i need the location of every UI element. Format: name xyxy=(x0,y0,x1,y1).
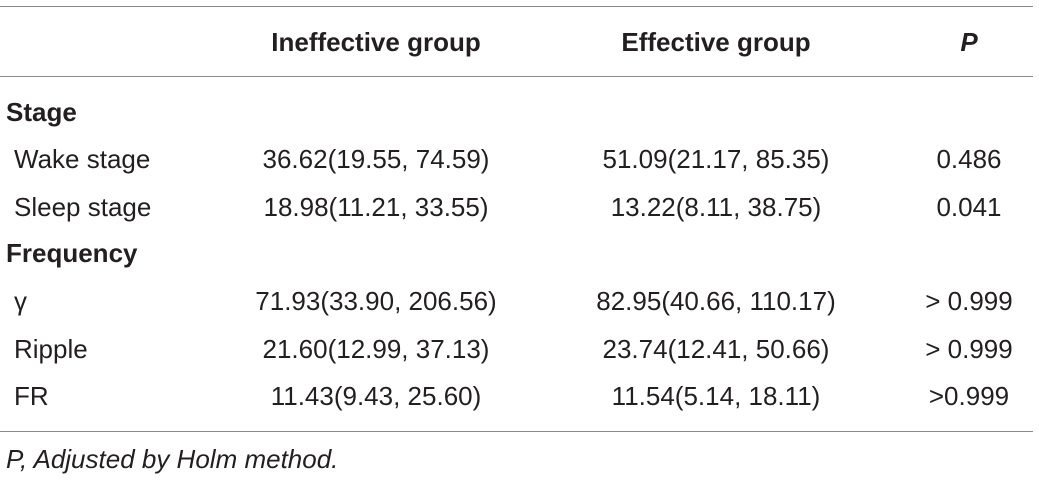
cell-effective: 11.54(5.14, 18.11) xyxy=(611,381,821,411)
row-label: FR xyxy=(14,381,49,411)
table-bottom-rule xyxy=(0,431,1033,432)
header-p-value: P xyxy=(960,27,978,57)
cell-ineffective: 18.98(11.21, 33.55) xyxy=(263,192,489,222)
cell-effective: 13.22(8.11, 38.75) xyxy=(610,192,822,222)
cell-ineffective: 36.62(19.55, 74.59) xyxy=(262,144,490,174)
row-label: Wake stage xyxy=(14,144,151,174)
section-title-frequency: Frequency xyxy=(6,238,138,268)
cell-effective: 23.74(12.41, 50.66) xyxy=(602,334,830,364)
table-top-rule xyxy=(0,6,1033,7)
cell-effective: 51.09(21.17, 85.35) xyxy=(602,144,830,174)
header-ineffective-group: Ineffective group xyxy=(271,27,481,57)
cell-p-value: > 0.999 xyxy=(925,286,1013,316)
cell-p-value: >0.999 xyxy=(928,381,1010,411)
cell-p-value: > 0.999 xyxy=(925,334,1013,364)
table-header-rule xyxy=(0,76,1033,77)
row-label: Ripple xyxy=(14,334,88,364)
header-effective-group: Effective group xyxy=(621,27,811,57)
cell-effective: 82.95(40.66, 110.17) xyxy=(596,286,836,316)
cell-p-value: 0.041 xyxy=(936,192,1002,222)
section-title-stage: Stage xyxy=(6,97,77,127)
cell-ineffective: 71.93(33.90, 206.56) xyxy=(255,286,497,316)
cell-ineffective: 11.43(9.43, 25.60) xyxy=(270,381,482,411)
table-footnote: P, Adjusted by Holm method. xyxy=(6,444,339,474)
cell-ineffective: 21.60(12.99, 37.13) xyxy=(262,334,490,364)
cell-p-value: 0.486 xyxy=(936,144,1002,174)
row-label: γ xyxy=(14,286,27,316)
row-label: Sleep stage xyxy=(14,192,152,222)
